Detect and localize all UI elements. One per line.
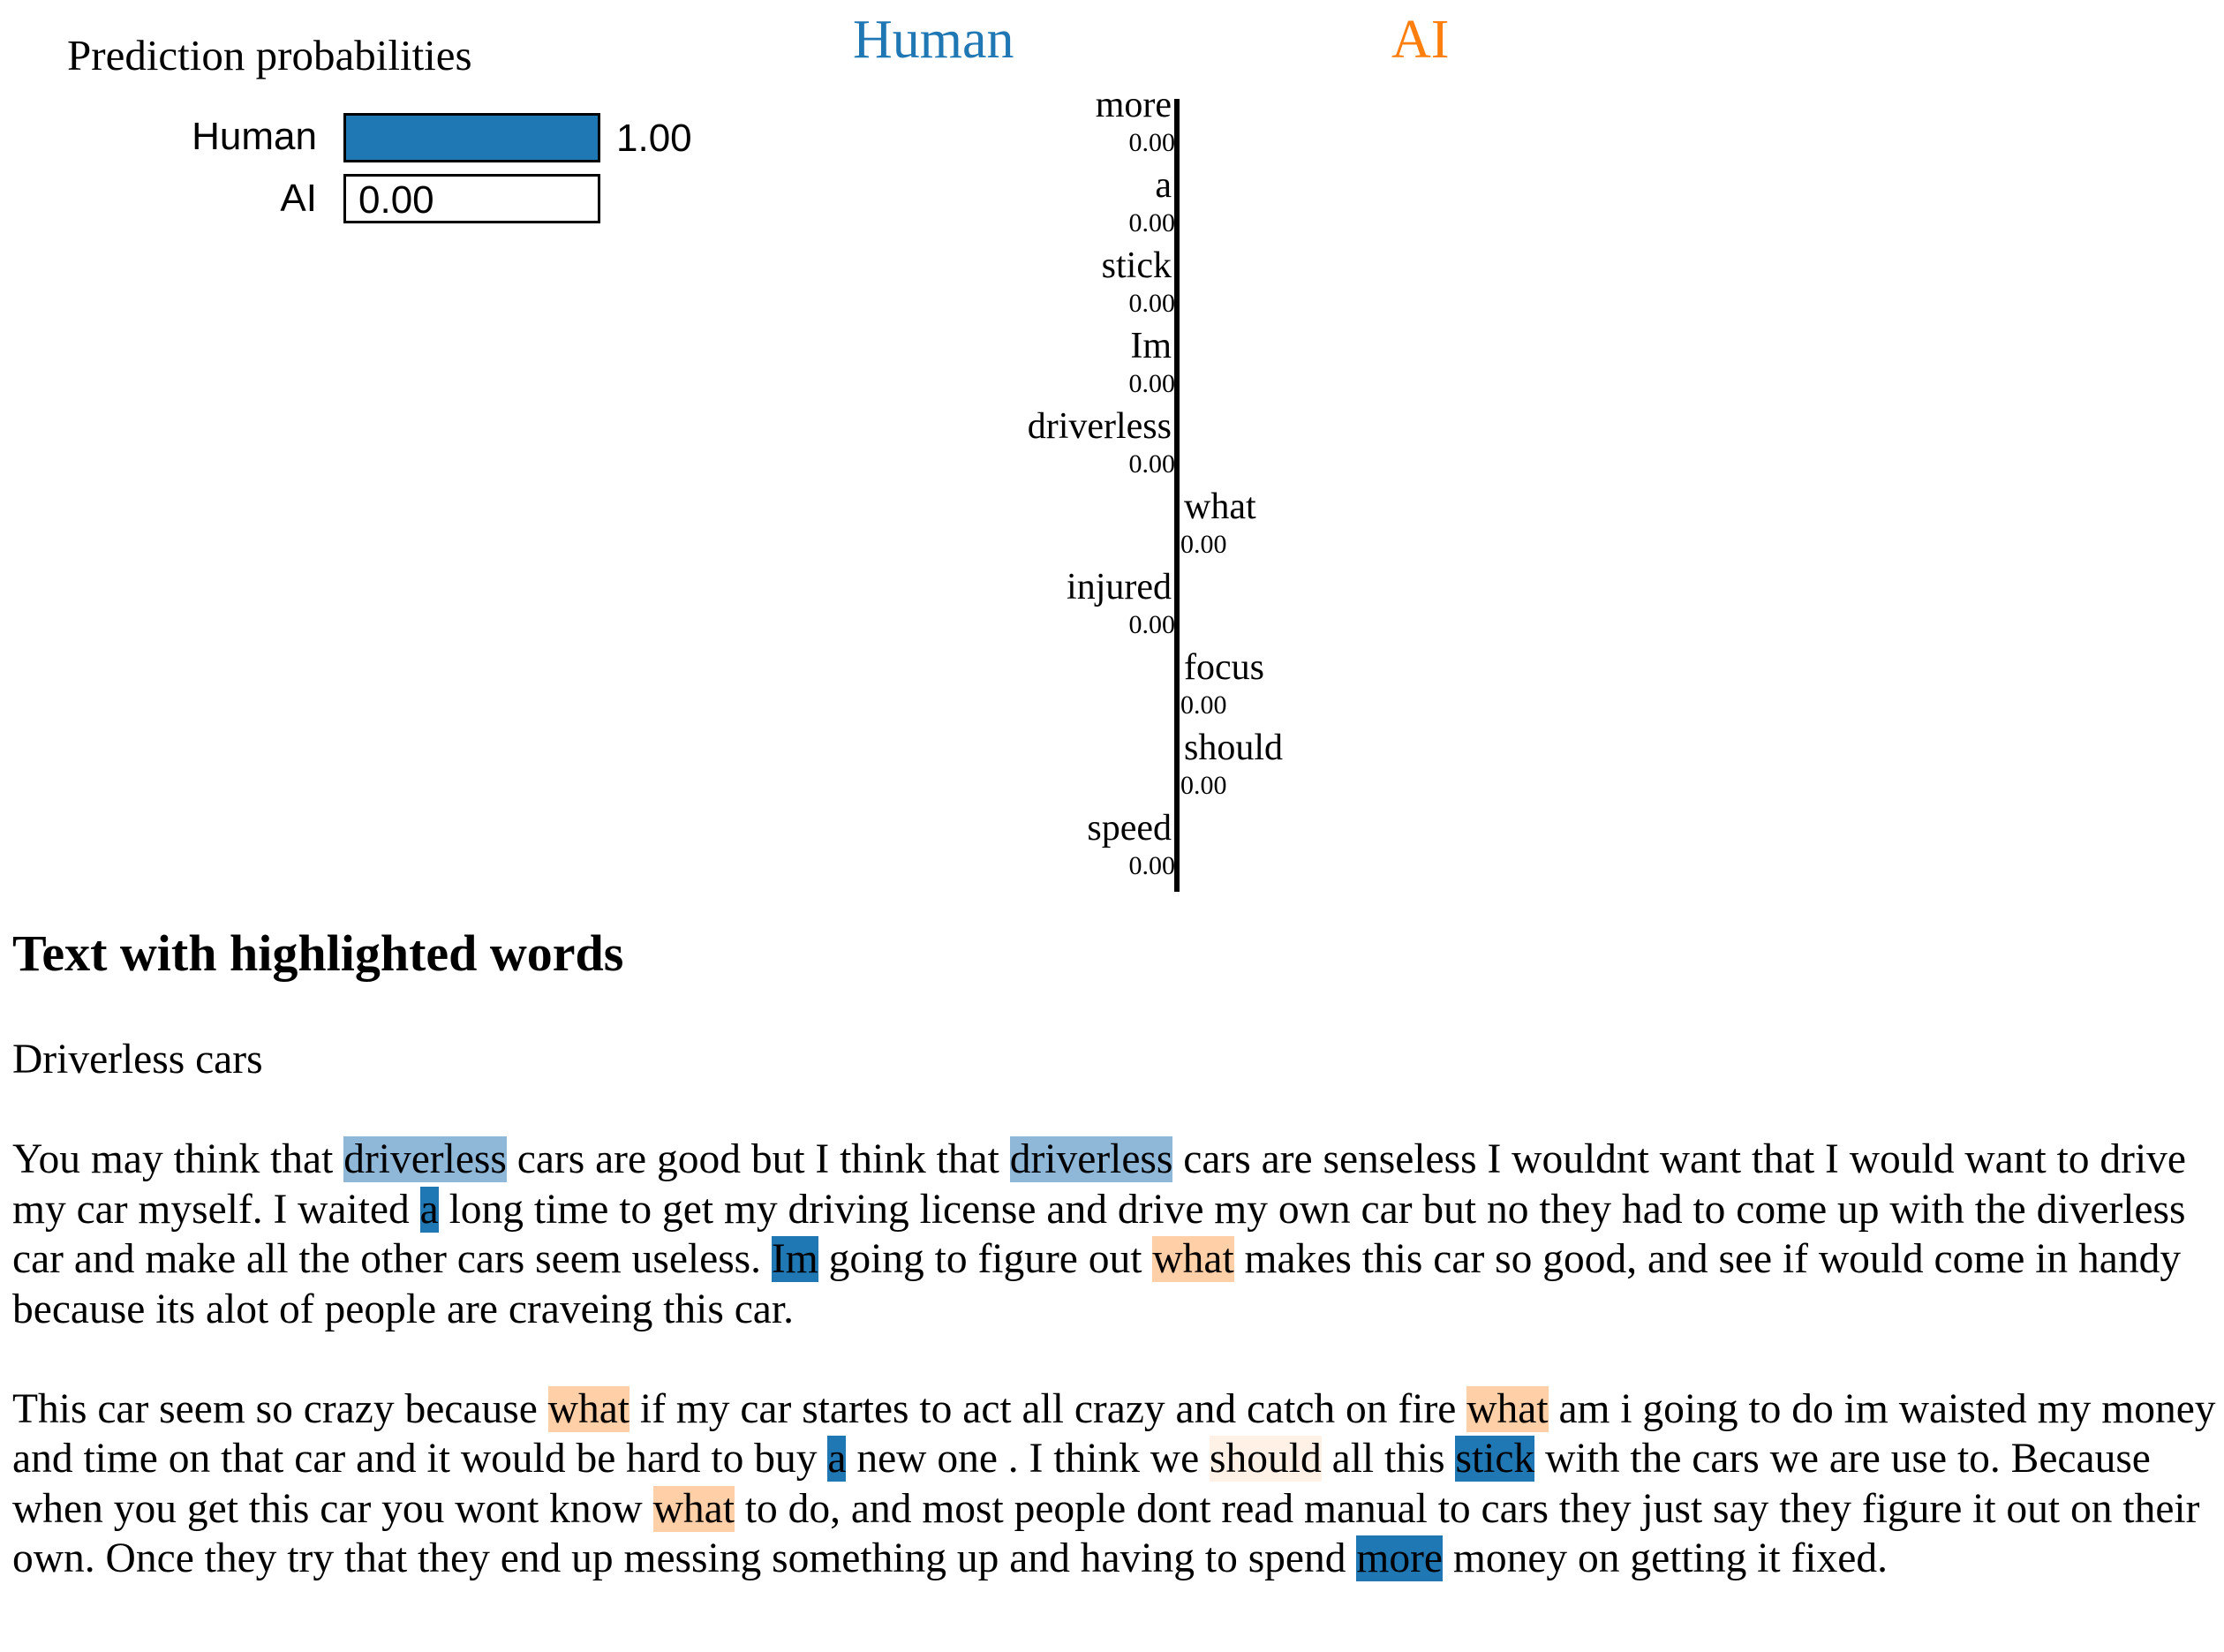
class-header-ai: AI [1391, 10, 1450, 70]
highlighted-document: Driverless cars You may think that driver… [12, 1035, 2220, 1633]
word-label-what: what [1184, 487, 1256, 527]
text-segment: if my car startes to act all crazy and c… [630, 1385, 1467, 1432]
text-segment: all this [1321, 1436, 1456, 1482]
text-segment: to do, and most people dont read manual … [12, 1485, 2200, 1582]
prob-bar-fill-human [346, 116, 598, 160]
highlighted-word: a [419, 1186, 439, 1233]
highlighted-word: a [827, 1436, 847, 1482]
prob-value-ai: 0.00 [358, 178, 434, 222]
word-value-injured: 0.00 [1129, 610, 1176, 639]
word-value-should: 0.00 [1180, 771, 1227, 800]
class-header-human: Human [853, 10, 1014, 70]
word-label-more: more [1096, 85, 1172, 125]
highlighted-word: what [652, 1485, 735, 1532]
prob-label-human: Human [192, 115, 317, 158]
word-value-what: 0.00 [1180, 530, 1227, 559]
word-value-driverless: 0.00 [1129, 449, 1176, 479]
highlighted-word: what [547, 1385, 630, 1432]
word-label-stick: stick [1102, 245, 1172, 286]
prob-bar-human [343, 113, 600, 162]
word-value-focus: 0.00 [1180, 690, 1227, 720]
document-paragraph: This car seem so crazy because what if m… [12, 1384, 2220, 1584]
word-label-injured: injured [1067, 567, 1172, 607]
word-label-speed: speed [1087, 808, 1172, 849]
word-label-im: Im [1130, 326, 1172, 366]
highlighted-word: driverless [1009, 1136, 1173, 1182]
word-value-im: 0.00 [1129, 369, 1176, 398]
word-label-a: a [1155, 165, 1172, 206]
highlighted-word: should [1210, 1436, 1322, 1482]
word-label-should: should [1184, 728, 1283, 768]
text-segment: cars are good but I think that [506, 1136, 1010, 1182]
text-segment: with the cars we are use to. Because whe… [12, 1436, 2151, 1532]
text-segment: This car seem so crazy because [12, 1385, 548, 1432]
prediction-probabilities-title: Prediction probabilities [67, 31, 472, 79]
document-paragraph: Driverless cars [12, 1035, 2220, 1085]
highlighted-word: stick [1455, 1436, 1535, 1482]
word-value-stick: 0.00 [1129, 289, 1176, 318]
text-segment: Driverless cars [12, 1037, 263, 1082]
prob-label-ai: AI [280, 177, 317, 220]
word-value-more: 0.00 [1129, 128, 1176, 157]
text-segment: new one . I think we [846, 1436, 1210, 1482]
text-segment: money on getting it fixed. [1443, 1535, 1888, 1581]
highlighted-word: driverless [343, 1136, 507, 1182]
highlighted-word: more [1356, 1535, 1443, 1581]
highlighted-word: Im [771, 1236, 818, 1282]
text-segment: cars are senseless I wouldnt want that I… [12, 1136, 2186, 1233]
word-label-focus: focus [1184, 647, 1264, 688]
document-paragraph: You may think that driverless cars are g… [12, 1135, 2220, 1334]
word-weights-chart: more0.00a0.00stick0.00Im0.00driverless0.… [1028, 85, 1283, 892]
prob-value-human: 1.00 [616, 117, 692, 160]
text-segment: am i going to do im waisted my money and… [12, 1385, 2216, 1482]
text-segment: long time to get my driving license and … [12, 1186, 2186, 1283]
text-segment: You may think that [12, 1136, 344, 1182]
text-segment: going to figure out [818, 1236, 1153, 1282]
text-segment: makes this car so good, and see if would… [12, 1236, 2182, 1332]
word-value-speed: 0.00 [1129, 851, 1176, 880]
highlighted-word: what [1466, 1385, 1549, 1432]
highlighted-text-title: Text with highlighted words [12, 924, 624, 982]
word-value-a: 0.00 [1129, 208, 1176, 238]
prob-bar-ai: 0.00 [343, 174, 600, 223]
word-label-driverless: driverless [1028, 406, 1172, 447]
highlighted-word: what [1152, 1236, 1234, 1282]
